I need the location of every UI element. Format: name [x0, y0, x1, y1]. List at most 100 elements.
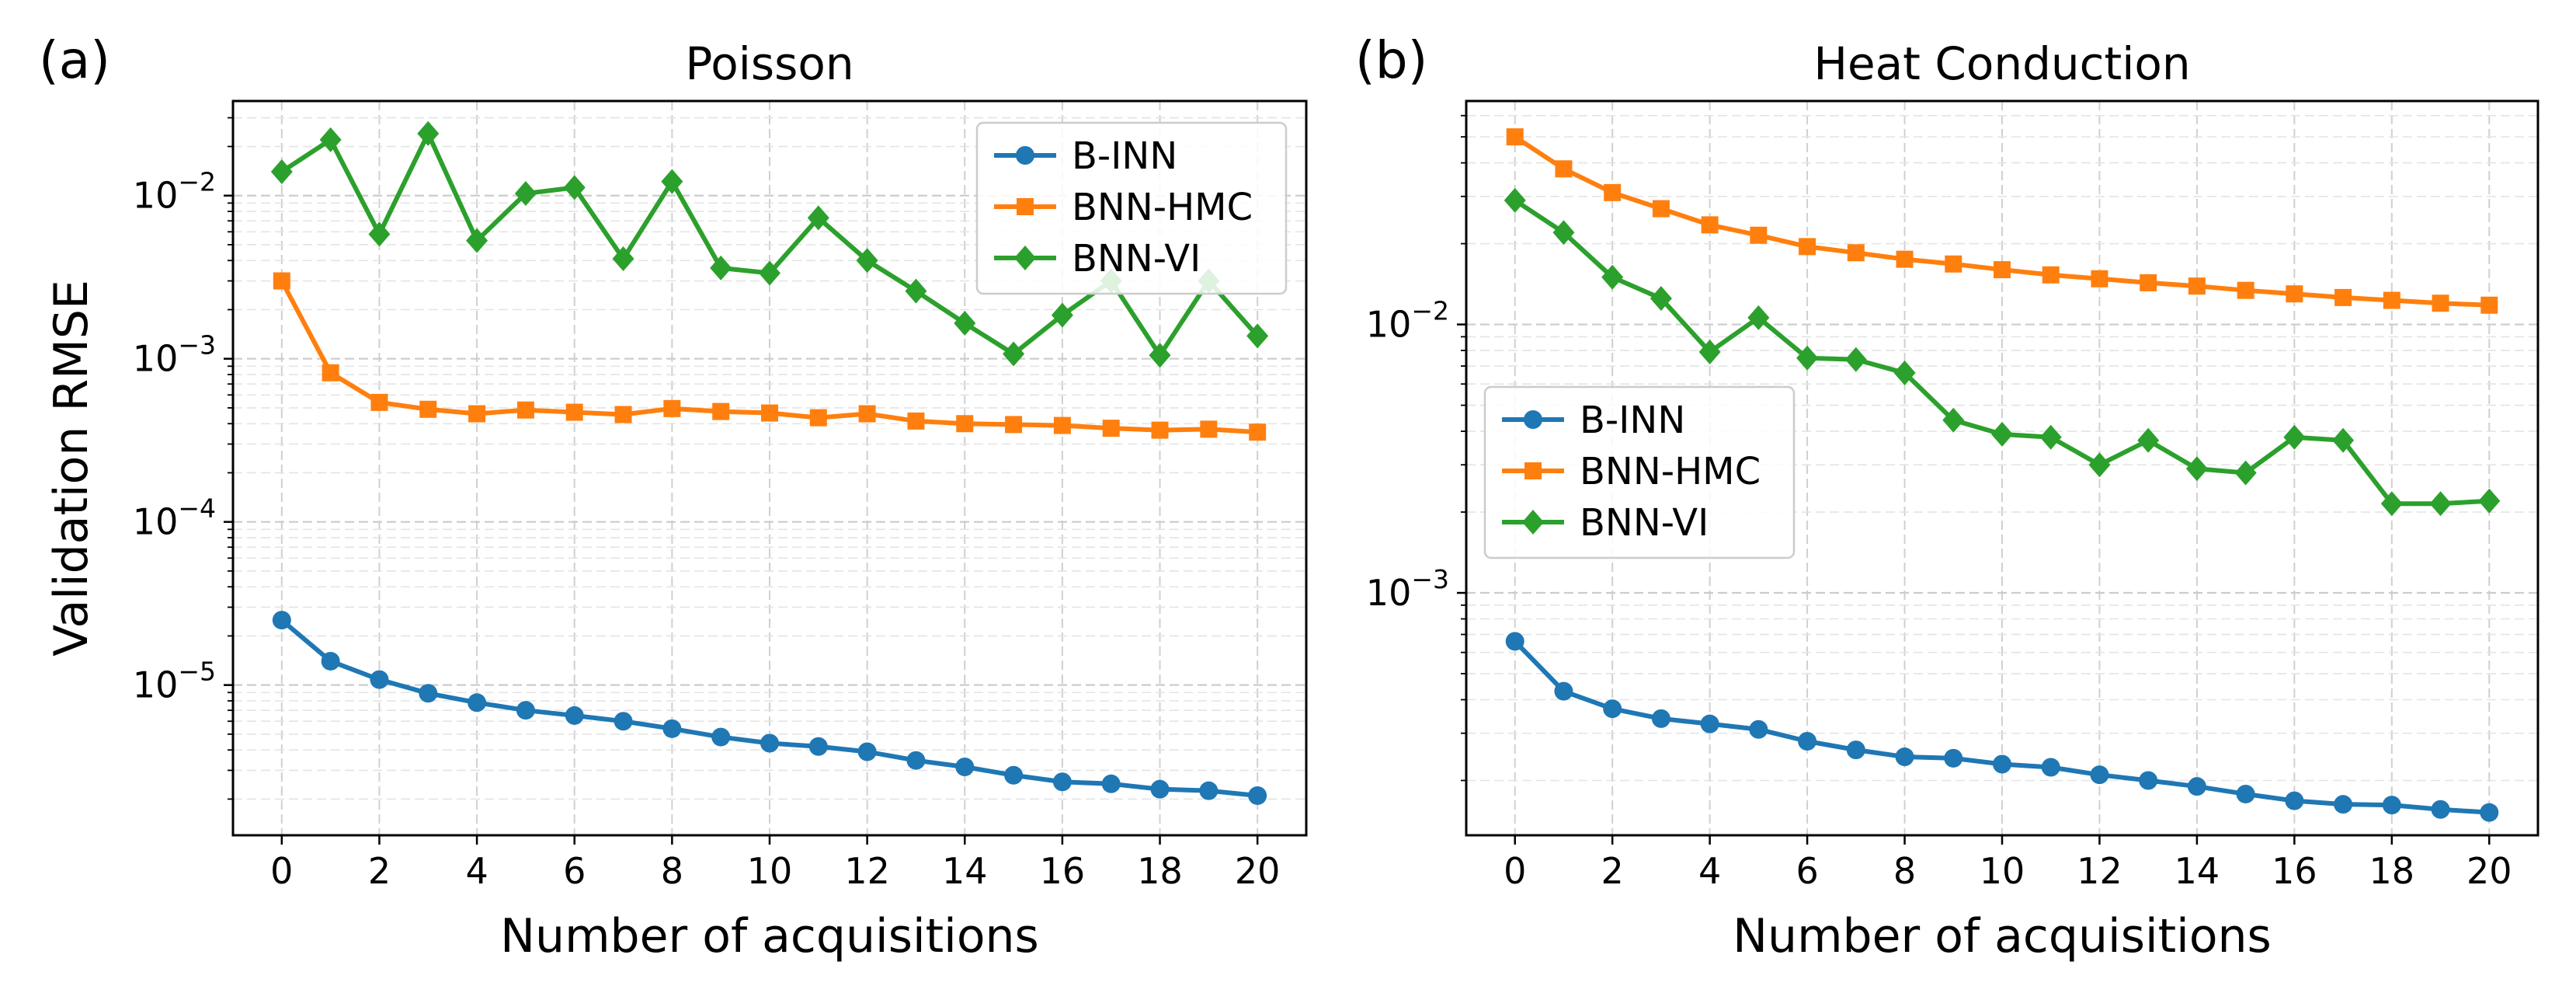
data-point: [1896, 250, 1914, 268]
data-point: [468, 405, 486, 423]
data-point: [1701, 216, 1719, 234]
data-point: [1199, 781, 1218, 800]
legend-item-b-inn: B-INN: [994, 134, 1177, 178]
data-point: [1149, 343, 1171, 368]
data-point: [2431, 800, 2450, 819]
data-point: [1796, 345, 1819, 371]
legend: B-INN BNN-HMC BNN-VI: [1483, 385, 1796, 559]
data-point: [1652, 200, 1670, 218]
chart-title: Poisson: [685, 37, 853, 90]
data-point: [2090, 765, 2109, 785]
data-point: [2480, 803, 2499, 822]
data-point: [612, 246, 634, 272]
data-point: [614, 406, 632, 423]
x-tick-label: 8: [1893, 850, 1916, 892]
data-point: [2236, 784, 2255, 803]
data-point: [1893, 360, 1916, 385]
data-point: [1700, 714, 1719, 733]
data-point: [516, 701, 535, 720]
legend-item-bnn-hmc: BNN-HMC: [994, 186, 1253, 229]
x-tick-label: 14: [942, 850, 988, 892]
x-tick-label: 16: [1040, 850, 1086, 892]
x-axis-label: Number of acquisitions: [1733, 909, 2272, 963]
data-point: [2042, 266, 2060, 284]
y-tick-label: 10−3: [1366, 564, 1449, 614]
data-point: [1750, 226, 1768, 244]
legend-marker: [1014, 246, 1036, 270]
data-point: [2091, 270, 2108, 287]
data-point: [1798, 732, 1817, 751]
data-point: [2382, 796, 2401, 815]
data-point: [514, 181, 537, 207]
y-tick-base: 10: [133, 175, 179, 217]
data-point: [2286, 285, 2303, 303]
data-point: [1747, 305, 1770, 330]
data-point: [2429, 491, 2452, 517]
legend-label: BNN-VI: [1580, 501, 1709, 545]
data-point: [419, 400, 437, 418]
data-point: [1650, 286, 1672, 312]
data-point: [417, 120, 440, 146]
y-tick-exponent: −3: [178, 330, 216, 361]
data-point: [1101, 774, 1121, 793]
data-point: [2185, 456, 2208, 482]
data-point: [368, 221, 391, 247]
x-tick-label: 16: [2272, 850, 2317, 892]
x-tick-label: 18: [1137, 850, 1183, 892]
data-point: [1945, 255, 1962, 273]
data-point: [1505, 632, 1524, 651]
data-point: [2188, 277, 2206, 295]
legend-marker: [1016, 146, 1034, 165]
data-point: [1053, 416, 1071, 434]
series-bnn-hmc: [273, 272, 1267, 441]
x-tick-label: 6: [1796, 850, 1818, 892]
data-point: [807, 205, 829, 231]
data-point: [956, 415, 974, 433]
y-tick-base: 10: [133, 338, 179, 380]
data-point: [1246, 323, 1269, 349]
x-tick-label: 12: [844, 850, 890, 892]
data-point: [466, 228, 488, 253]
y-tick-base: 10: [133, 664, 179, 706]
data-point: [809, 409, 827, 427]
data-point: [370, 393, 388, 411]
y-tick-label: 10−4: [133, 493, 216, 543]
data-point: [2039, 424, 2062, 450]
data-point: [1846, 740, 1865, 760]
data-point: [565, 403, 583, 421]
data-point: [856, 248, 878, 274]
data-point: [1150, 779, 1170, 799]
data-point: [273, 272, 290, 290]
y-tick-label: 10−2: [1366, 296, 1449, 346]
x-tick-label: 2: [1601, 850, 1624, 892]
data-point: [614, 712, 633, 731]
data-point: [955, 757, 975, 776]
data-point: [858, 405, 876, 423]
data-point: [370, 670, 389, 689]
x-tick-label: 0: [270, 850, 293, 892]
data-point: [2088, 452, 2111, 478]
data-point: [662, 719, 682, 738]
y-tick-base: 10: [1366, 572, 1412, 614]
data-point: [419, 684, 438, 703]
legend: B-INN BNN-HMC BNN-VI: [975, 121, 1288, 295]
data-point: [857, 742, 877, 761]
data-point: [1844, 347, 1867, 372]
y-tick-exponent: −5: [178, 657, 216, 687]
data-point: [1151, 421, 1169, 439]
data-point: [322, 364, 339, 382]
data-point: [761, 404, 778, 422]
data-point: [759, 260, 780, 286]
y-tick-exponent: −3: [1411, 564, 1449, 594]
data-point: [1248, 786, 1267, 805]
data-point: [1249, 423, 1267, 441]
data-point: [565, 706, 584, 725]
data-point: [1200, 420, 1218, 438]
data-point: [1698, 339, 1721, 364]
data-point: [1554, 681, 1573, 701]
data-point: [2480, 296, 2498, 314]
data-point: [1993, 754, 2011, 774]
series-b-inn: [1505, 632, 2499, 822]
y-tick-label: 10−2: [133, 167, 216, 217]
data-point: [2139, 771, 2158, 790]
